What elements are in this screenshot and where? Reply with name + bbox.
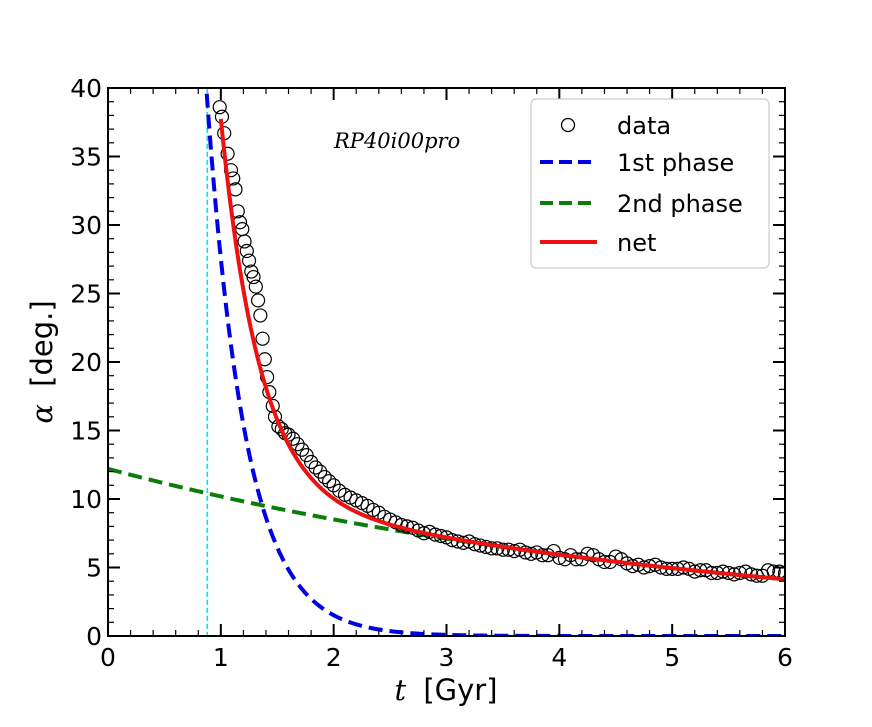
y-tick-label: 35 bbox=[70, 143, 102, 172]
data-point bbox=[580, 546, 595, 561]
y-tick-label: 10 bbox=[70, 485, 102, 514]
y-axis-label: α [deg.] bbox=[25, 300, 59, 423]
data-point bbox=[248, 279, 263, 294]
legend-label-1st-phase: 1st phase bbox=[617, 149, 734, 177]
x-tick-label: 1 bbox=[213, 643, 229, 672]
y-tick-label: 40 bbox=[70, 74, 102, 103]
data-point bbox=[235, 222, 250, 237]
data-point bbox=[304, 454, 319, 470]
x-axis-label: t [Gyr] bbox=[394, 673, 497, 707]
data-point bbox=[253, 308, 268, 323]
y-tick-label: 25 bbox=[70, 280, 102, 309]
legend-label-net: net bbox=[617, 229, 656, 257]
x-axis-symbol: t bbox=[394, 673, 406, 707]
data-point bbox=[237, 234, 252, 249]
data-point bbox=[322, 474, 337, 489]
legend-label-2nd-phase: 2nd phase bbox=[617, 190, 743, 218]
svg-text:t [Gyr]: t [Gyr] bbox=[394, 673, 497, 707]
ticks-layer: 0 1 2 3 4 5 6 0 5 10 15 20 25 30 35 40 bbox=[70, 74, 793, 672]
legend-marker-data bbox=[560, 117, 576, 133]
x-tick-label: 3 bbox=[439, 643, 455, 672]
x-tick-label: 4 bbox=[551, 643, 567, 672]
data-point bbox=[241, 253, 257, 268]
y-tick-label: 30 bbox=[70, 211, 102, 240]
series-net-line bbox=[218, 118, 785, 582]
x-tick-label: 5 bbox=[664, 643, 680, 672]
data-point bbox=[552, 550, 567, 566]
data-point bbox=[313, 464, 328, 479]
data-point bbox=[524, 546, 539, 561]
y-tick-label: 15 bbox=[70, 417, 102, 446]
y-axis-symbol: α bbox=[25, 404, 59, 424]
y-axis-unit: [deg.] bbox=[25, 300, 59, 387]
legend: data 1st phase 2nd phase net bbox=[530, 98, 770, 269]
data-point bbox=[246, 269, 261, 285]
data-point bbox=[212, 100, 227, 115]
x-tick-label: 2 bbox=[326, 643, 342, 672]
data-point bbox=[317, 469, 332, 485]
data-point bbox=[299, 448, 314, 463]
y-tick-label: 20 bbox=[70, 348, 102, 377]
data-point bbox=[484, 541, 499, 556]
chart-annotation: RP40i00pro bbox=[333, 129, 460, 153]
data-point bbox=[260, 369, 275, 385]
legend-box bbox=[530, 98, 770, 269]
svg-text:α [deg.]: α [deg.] bbox=[25, 300, 59, 423]
data-point bbox=[239, 243, 254, 259]
data-point bbox=[290, 437, 305, 452]
data-point bbox=[220, 146, 235, 161]
series-layer bbox=[108, 88, 785, 636]
x-tick-label: 0 bbox=[100, 643, 116, 672]
data-point bbox=[777, 565, 785, 581]
data-point bbox=[326, 478, 341, 493]
data-point bbox=[294, 442, 310, 457]
series-2nd-phase-line bbox=[108, 466, 785, 582]
data-point bbox=[255, 331, 270, 346]
y-tick-label: 0 bbox=[86, 622, 102, 651]
data-point bbox=[250, 293, 266, 308]
x-axis-unit: [Gyr] bbox=[423, 673, 497, 707]
data-point bbox=[308, 460, 323, 475]
x-tick-label: 6 bbox=[777, 643, 793, 672]
y-tick-label: 5 bbox=[86, 554, 102, 583]
legend-label-data: data bbox=[617, 112, 671, 140]
